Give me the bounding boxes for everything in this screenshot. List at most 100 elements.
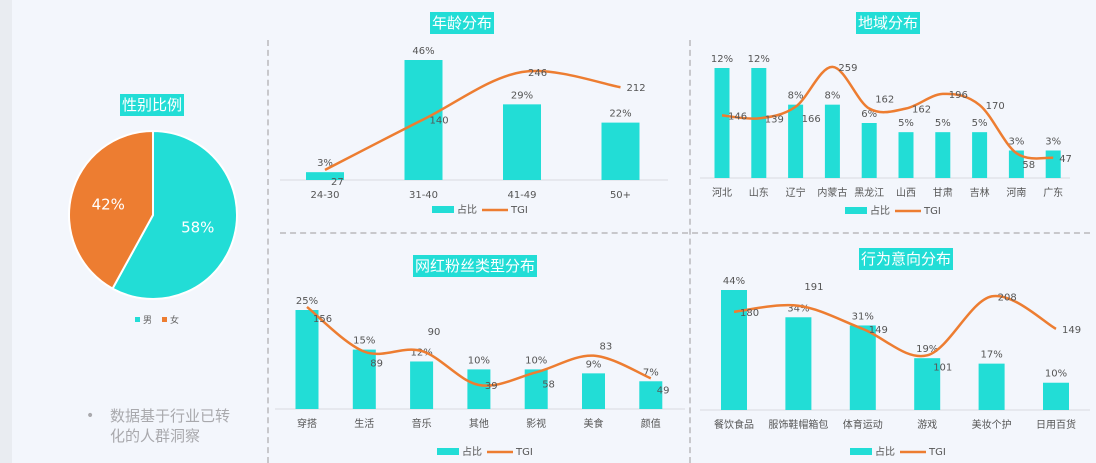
region-bar	[714, 68, 730, 178]
behavior-tgi-line	[733, 294, 1057, 358]
behavior-tgi-label: 191	[804, 282, 823, 293]
age-tgi-label: 212	[627, 83, 646, 94]
behavior-legend-line-label: TGI	[928, 447, 946, 458]
pie-label: 58%	[181, 218, 214, 236]
fans-bar-label: 10%	[525, 355, 547, 366]
fans-category-label: 美食	[584, 417, 604, 430]
age-legend-line-label: TGI	[510, 205, 528, 216]
fans-legend-bar-swatch	[437, 448, 459, 455]
region-bar-label: 8%	[824, 91, 840, 102]
fans-bar-label: 7%	[643, 367, 659, 378]
age-category-label: 41-49	[507, 190, 536, 201]
region-tgi-label: 196	[949, 90, 968, 101]
age-bar-label: 29%	[511, 90, 533, 101]
behavior-legend-bar-label: 占比	[875, 445, 895, 458]
fans-category-label: 其他	[469, 417, 489, 430]
region-bar-label: 8%	[788, 91, 804, 102]
behavior-tgi-label: 149	[869, 325, 888, 336]
region-legend-bar-label: 占比	[870, 204, 890, 217]
pie-slice-男	[111, 129, 238, 300]
pie-label: 42%	[92, 196, 125, 214]
region-category-label: 吉林	[970, 186, 990, 199]
age-category-label: 24-30	[310, 190, 339, 201]
region-tgi-label: 58	[1022, 160, 1035, 171]
region-bar-label: 5%	[898, 118, 914, 129]
behavior-tgi-label: 208	[998, 292, 1017, 303]
age-bar-label: 3%	[317, 158, 333, 169]
behavior-bar-label: 34%	[787, 303, 809, 314]
fans-bar-label: 15%	[353, 336, 375, 347]
fans-bar	[410, 361, 434, 409]
region-category-label: 河南	[1006, 186, 1026, 199]
region-tgi-label: 166	[802, 114, 821, 125]
region-tgi-label: 146	[728, 111, 747, 122]
region-tgi-label: 259	[838, 63, 857, 74]
region-bar	[898, 132, 914, 178]
region-bar-label: 12%	[711, 54, 733, 65]
region-category-label: 山西	[896, 187, 916, 199]
fans-title: 网红粉丝类型分布	[413, 255, 538, 277]
fans-bar	[639, 381, 663, 409]
pie-slice-女	[68, 129, 154, 290]
region-category-label: 内蒙古	[817, 186, 847, 199]
fans-bar	[295, 310, 319, 409]
fans-tgi-label: 156	[313, 314, 332, 325]
age-tgi-line	[324, 69, 621, 172]
age-category-label: 31-40	[409, 190, 438, 201]
legend-swatch-女	[162, 317, 167, 322]
legend-swatch-男	[135, 317, 140, 322]
age-bar-label: 22%	[609, 109, 631, 120]
fans-legend-line-label: TGI	[515, 447, 533, 458]
behavior-bar	[978, 363, 1005, 410]
region-tgi-label: 139	[765, 114, 784, 125]
divider-vertical-right	[689, 40, 691, 463]
behavior-bar-label: 19%	[916, 344, 938, 355]
age-bar	[601, 122, 640, 180]
left-edge-strip	[0, 0, 12, 463]
fans-bar	[352, 349, 376, 409]
behavior-legend-bar-swatch	[850, 448, 872, 455]
fans-tgi-label: 90	[428, 327, 441, 338]
region-tgi-label: 162	[875, 95, 894, 106]
behavior-bar-label: 44%	[723, 276, 745, 287]
age-bar	[503, 104, 541, 180]
behavior-category-label: 游戏	[917, 418, 937, 431]
fans-bar-label: 25%	[296, 296, 318, 307]
behavior-bar	[914, 358, 941, 410]
divider-vertical-left	[267, 40, 269, 463]
region-bar	[935, 132, 951, 178]
fans-tgi-label: 89	[370, 359, 383, 370]
behavior-bar	[785, 317, 812, 410]
fans-bar	[467, 369, 491, 409]
fans-bar-label: 12%	[410, 347, 432, 358]
legend-label-女: 女	[170, 314, 179, 326]
fans-bar-label: 10%	[468, 355, 490, 366]
fans-tgi-label: 49	[657, 385, 670, 396]
region-category-label: 河北	[712, 187, 732, 199]
region-bar-label: 12%	[748, 54, 770, 65]
region-category-label: 广东	[1043, 186, 1063, 199]
behavior-bar-label: 10%	[1045, 369, 1067, 380]
region-legend-bar-swatch	[845, 207, 867, 214]
region-bar-label: 3%	[1008, 137, 1024, 148]
fans-tgi-label: 39	[485, 381, 498, 392]
footnote-text: 数据基于行业已转化的人群洞察	[110, 407, 231, 445]
region-category-label: 辽宁	[786, 186, 806, 199]
region-tgi-label: 162	[912, 105, 931, 116]
behavior-tgi-label: 101	[933, 362, 952, 373]
age-legend-bar-swatch	[432, 206, 454, 213]
age-bar	[306, 172, 344, 180]
fans-category-label: 穿搭	[297, 417, 317, 430]
region-bar	[824, 104, 840, 178]
age-category-label: 50+	[610, 190, 631, 201]
behavior-tgi-label: 180	[740, 308, 759, 319]
region-category-label: 甘肃	[933, 186, 953, 199]
fans-bar	[524, 369, 548, 409]
region-bar	[751, 68, 767, 178]
behavior-category-label: 日用百货	[1036, 418, 1076, 431]
fans-category-label: 颜值	[641, 417, 661, 430]
behavior-category-label: 餐饮食品	[714, 418, 754, 431]
age-title: 年龄分布	[430, 12, 495, 34]
region-bar-label: 5%	[935, 118, 951, 129]
